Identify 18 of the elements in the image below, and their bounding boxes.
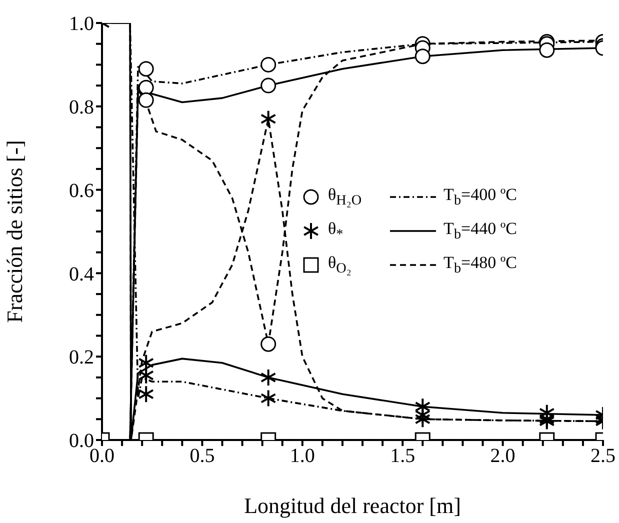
legend-label: θ$_{*}$: [328, 218, 344, 244]
y-tick-label: 0.4: [69, 263, 94, 286]
legend-label: T$_{b}$=400 ºC: [444, 184, 517, 210]
legend-label: θ$_{O₂}$: [328, 252, 352, 278]
y-tick-label: 0.6: [69, 180, 94, 202]
x-tick-label: 0.5: [190, 445, 215, 468]
y-axis-title: Fracción de sitios [-]: [2, 140, 27, 323]
x-tick-label: 2.0: [490, 445, 516, 468]
x-tick-label: 1.0: [290, 445, 315, 468]
x-tick-label: 2.5: [590, 445, 616, 468]
legend-label: θ$_{H₂O}$: [328, 184, 362, 210]
legend-label: T$_{b}$=440 ºC: [444, 218, 517, 244]
y-tick-label: 0.8: [69, 96, 94, 118]
x-tick-label: 1.5: [390, 445, 416, 468]
legend-label: T$_{b}$=480 ºC: [444, 252, 517, 278]
y-tick-label: 0.2: [69, 346, 94, 369]
y-tick-label: 1.0: [69, 13, 94, 36]
x-axis-title: Longitud del reactor [m]: [244, 493, 461, 518]
